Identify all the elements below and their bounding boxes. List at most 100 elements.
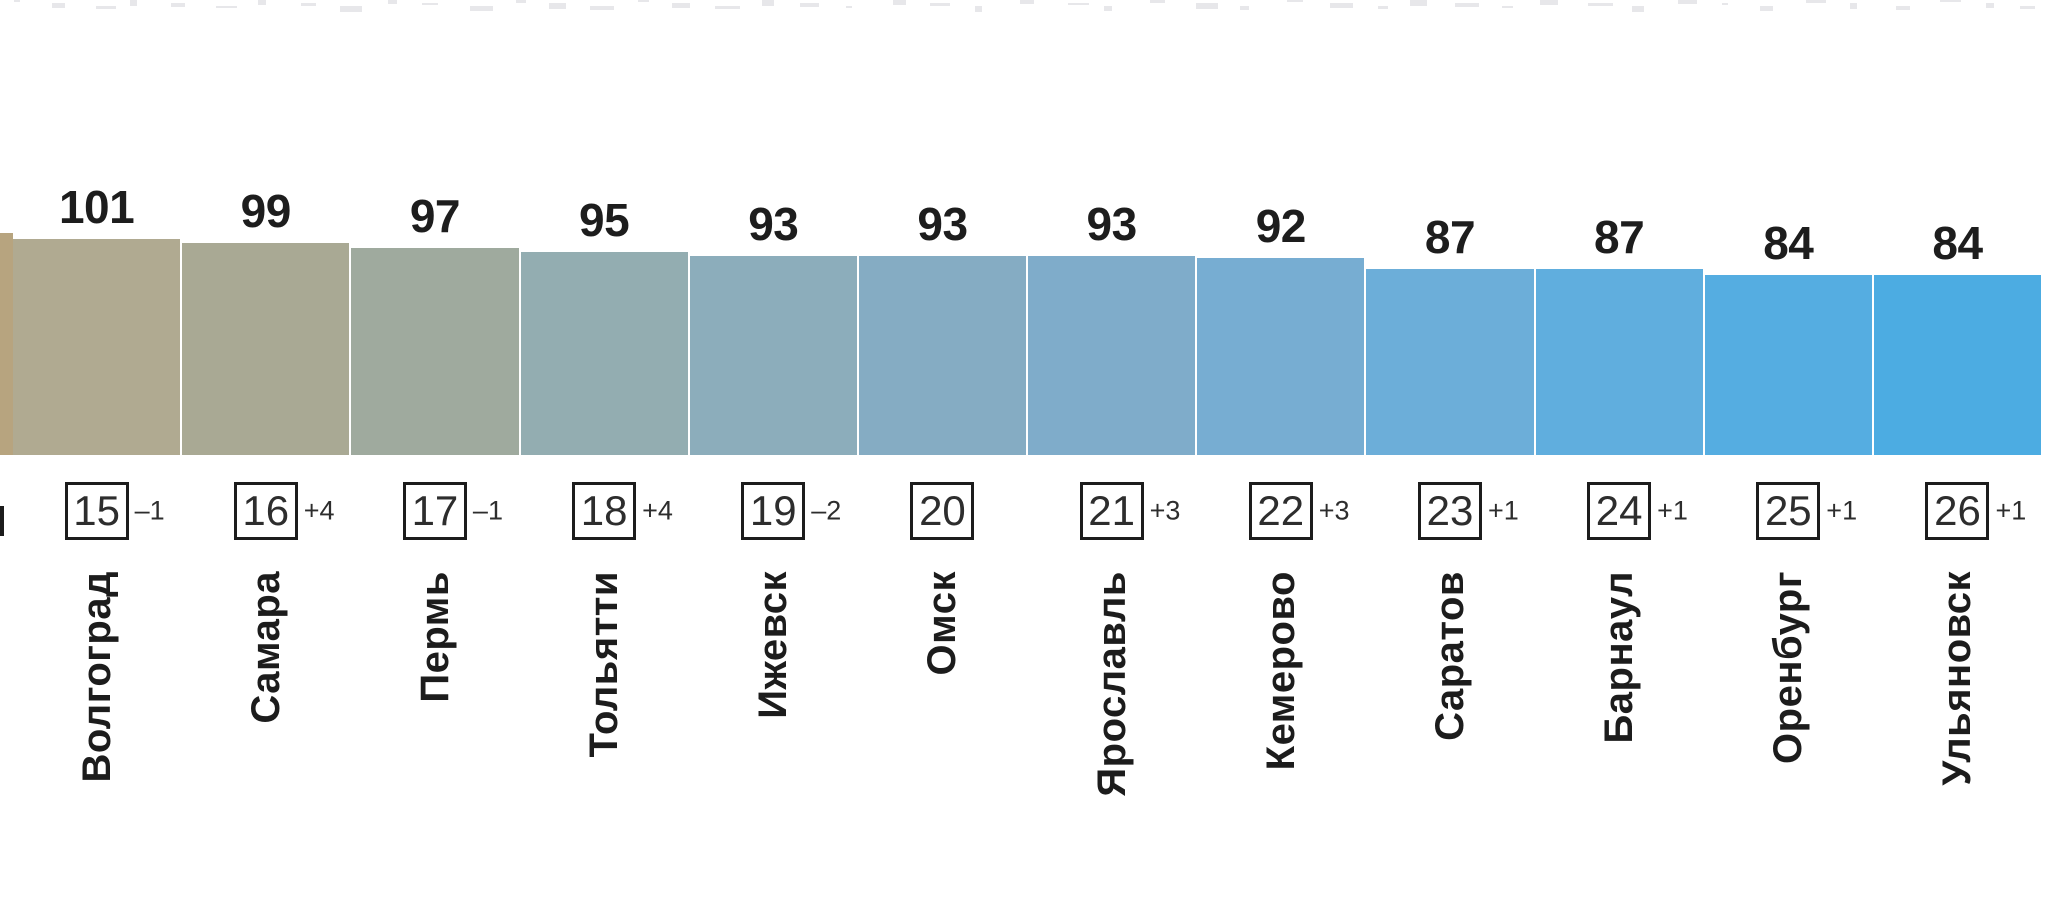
- rank-number: 20: [919, 487, 966, 534]
- bar-rect: [182, 243, 350, 455]
- city-label-area: Ульяновск: [1874, 571, 2041, 901]
- bar-area: 87: [1535, 0, 1703, 455]
- city-label: Ижевск: [751, 571, 796, 719]
- bar-column: 92 22 +3 Кемерово: [1197, 0, 1365, 919]
- bar-column: 101 15 –1 Волгоград: [13, 0, 181, 919]
- bar-value-label: 87: [1594, 211, 1645, 263]
- bar-column: 97 17 –1 Пермь: [351, 0, 519, 919]
- rank-box: 18: [572, 482, 637, 540]
- bar-rect: [351, 248, 519, 455]
- rank-box: 24: [1587, 482, 1652, 540]
- rank-area: 17 –1: [351, 481, 518, 541]
- rank-change: +3: [1149, 495, 1181, 526]
- city-label-area: Омск: [859, 571, 1026, 901]
- bar-value-label: 93: [1086, 198, 1138, 250]
- bar-value-label: 87: [1424, 211, 1476, 263]
- rank-change: +1: [1995, 495, 2027, 526]
- bar-value-label: 84: [1932, 217, 1983, 269]
- bar-value-label: 95: [579, 194, 630, 246]
- city-label: Саратов: [1427, 571, 1472, 741]
- rank-box: 21: [1079, 482, 1144, 540]
- rank-box: 17: [402, 482, 467, 540]
- rank-change: +1: [1487, 495, 1519, 526]
- rank-number: 19: [749, 487, 797, 534]
- city-label: Оренбург: [1766, 571, 1811, 764]
- rank-number: 16: [242, 487, 290, 534]
- bar-rect: [1197, 258, 1365, 455]
- bar-area: 97: [351, 0, 519, 455]
- rank-number: 22: [1257, 487, 1305, 534]
- bar-rect: [858, 256, 1027, 455]
- bar-rect: [13, 239, 181, 455]
- bar-column: 93 19 –2 Ижевск: [689, 0, 857, 919]
- rank-number: 24: [1595, 487, 1643, 534]
- bar-column: 84 26 +1 Ульяновск: [1873, 0, 2042, 919]
- city-label-area: Самара: [182, 571, 349, 901]
- bar-value-label: 97: [409, 190, 461, 242]
- rank-area: 16 +4: [182, 481, 349, 541]
- bar-column: 95 18 +4 Тольятти: [520, 0, 688, 919]
- rank-change: +4: [303, 495, 335, 526]
- city-label: Пермь: [412, 571, 457, 703]
- rank-area: 15 –1: [13, 481, 180, 541]
- city-label-area: Волгоград: [13, 571, 180, 901]
- bar-column: 87 23 +1 Саратов: [1366, 0, 1534, 919]
- city-label-area: Оренбург: [1705, 571, 1872, 901]
- rank-change: –2: [811, 495, 842, 526]
- city-label-area: Ижевск: [690, 571, 857, 901]
- rank-number: 18: [580, 487, 628, 534]
- rank-change: +3: [1318, 495, 1350, 526]
- cropped-top-text-artifacts: [0, 0, 2048, 14]
- rank-change: +1: [1826, 495, 1858, 526]
- bar-rect: [1366, 269, 1534, 455]
- rank-area: 23 +1: [1366, 481, 1533, 541]
- rank-change: –1: [472, 495, 503, 526]
- bar-area: 93: [1028, 0, 1196, 455]
- rank-area: 21 +3: [1028, 481, 1195, 541]
- bar-rect: [1535, 269, 1703, 455]
- rank-box: 26: [1925, 482, 1990, 540]
- rank-area: 22 +3: [1197, 481, 1364, 541]
- bar-rect: [689, 256, 857, 455]
- bar-area: 87: [1366, 0, 1534, 455]
- bar-column: 87 24 +1 Барнаул: [1535, 0, 1703, 919]
- rank-number: 21: [1088, 487, 1135, 534]
- rank-area: 25 +1: [1705, 481, 1872, 541]
- bar-column: 93 21 +3 Ярославль: [1028, 0, 1196, 919]
- rank-change: +4: [642, 495, 673, 526]
- bar-value-label: 92: [1255, 200, 1307, 252]
- city-label-area: Саратов: [1366, 571, 1533, 901]
- city-label: Ярославль: [1089, 571, 1134, 797]
- bar-value-label: 93: [917, 198, 968, 250]
- city-label: Барнаул: [1597, 571, 1642, 744]
- bar-area: 95: [520, 0, 688, 455]
- city-label: Омск: [920, 571, 965, 676]
- rank-box: 19: [741, 482, 806, 540]
- bar-area: 101: [13, 0, 181, 455]
- rank-number: 25: [1764, 487, 1812, 534]
- rank-area: 18 +4: [521, 481, 688, 541]
- rank-box: 20: [910, 482, 975, 540]
- rank-area: 26 +1: [1874, 481, 2041, 541]
- bar-value-label: 101: [58, 181, 135, 233]
- partial-previous-bar: [0, 233, 13, 455]
- rank-change: –1: [134, 495, 165, 526]
- rank-area: 19 –2: [690, 481, 857, 541]
- rank-area: 20: [859, 481, 1026, 541]
- bar-rect: [1704, 275, 1872, 455]
- city-label: Кемерово: [1258, 571, 1303, 771]
- partial-previous-rank-box: [0, 506, 4, 536]
- bar-column: 93 20 Омск: [858, 0, 1027, 919]
- rank-number: 15: [73, 487, 120, 534]
- city-label-area: Тольятти: [521, 571, 688, 901]
- rank-area: 24 +1: [1536, 481, 1703, 541]
- bar-area: 84: [1873, 0, 2042, 455]
- rank-box: 25: [1756, 482, 1821, 540]
- bar-area: 84: [1704, 0, 1872, 455]
- bar-column: 84 25 +1 Оренбург: [1704, 0, 1872, 919]
- city-label: Ульяновск: [1935, 571, 1980, 786]
- city-label-area: Пермь: [351, 571, 518, 901]
- bar-value-label: 99: [240, 185, 292, 237]
- rank-box: 23: [1417, 482, 1482, 540]
- rank-number: 17: [411, 487, 459, 534]
